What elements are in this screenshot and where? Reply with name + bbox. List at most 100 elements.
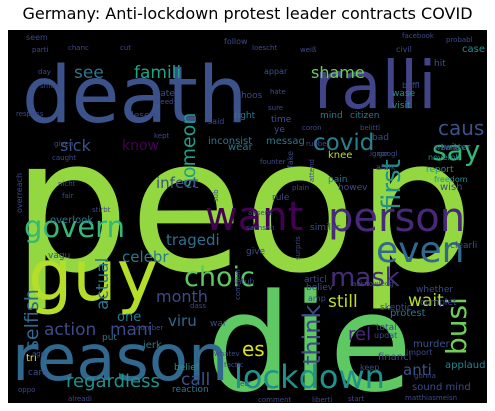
word-surpris: surpris (294, 236, 302, 260)
word-ignor: ignor (370, 150, 388, 158)
word-tragedi: tragedi (166, 231, 220, 249)
word-twitter: twitter (441, 143, 471, 153)
word-matthiasmeisn: matthiasmeisn (405, 394, 457, 402)
word-citizen: citizen (350, 111, 379, 121)
word-tri: tri (26, 353, 37, 364)
word-overreach: overreach (15, 173, 24, 213)
word-vagu: vagu (48, 251, 70, 261)
word-afaik: afaik (376, 163, 396, 172)
word-start: start (348, 395, 365, 403)
word-selfish: selfish (21, 289, 43, 350)
word-protest: protest (390, 308, 426, 319)
word-jerk: jerk (142, 340, 162, 351)
word-care: care (28, 368, 48, 378)
word-chanc: chanc (68, 44, 89, 52)
word-smart: smart (40, 82, 61, 90)
word-knee: knee (328, 150, 352, 161)
word-tactic: tactic (224, 361, 244, 369)
word-someon: someon (178, 113, 200, 188)
word-googl: googl (378, 150, 397, 158)
word-fake: fake (286, 151, 295, 168)
word-case: case (462, 44, 485, 55)
word-rel: rel (348, 324, 371, 345)
word-busi: busi (440, 297, 473, 355)
word-similar: similar (310, 223, 340, 233)
word-messag: messag (266, 136, 305, 147)
word-first: first (377, 159, 407, 210)
word-sick: sick (60, 136, 92, 155)
word-gonna: gonna (414, 372, 436, 380)
word-sub: sub (212, 189, 220, 202)
word-want: want (205, 194, 303, 240)
word-complet: complet (420, 298, 457, 308)
word-fair: fair (62, 192, 74, 200)
word-plain: plain (292, 184, 309, 192)
word-day: day (38, 68, 51, 76)
word-lockdown: lockdown (234, 358, 385, 396)
word-overlook: overlook (50, 215, 93, 226)
word-famili: famili (134, 63, 181, 83)
word-commun: commun (234, 269, 242, 300)
word-war: war (210, 319, 227, 329)
word-die: die (206, 265, 412, 403)
word-intub: intub (234, 277, 255, 286)
word-time: time (271, 115, 292, 125)
word-hate: hate (270, 88, 286, 96)
word-sure: sure (268, 104, 283, 112)
word-liberti: liberti (312, 396, 332, 403)
word-whether: whether (416, 285, 453, 295)
word-celebr: celebr (122, 248, 169, 266)
word-rubbel: rubbel (306, 140, 329, 148)
word-covid: covid (313, 130, 374, 156)
word-appar: appar (264, 67, 288, 76)
word-reason: reason (12, 322, 229, 396)
cloud-background (8, 30, 487, 403)
word-facebook: facebook (402, 32, 435, 40)
word-state: state (152, 89, 175, 99)
word-ralli: ralli (314, 47, 437, 124)
word-month: month (156, 287, 208, 306)
word-etc: etc (240, 380, 251, 388)
word-whatev: whatev (214, 350, 240, 358)
word-hit: hit (434, 59, 446, 69)
word-believ: believ (306, 283, 334, 293)
word-keep: keep (360, 363, 379, 372)
word-said: said (208, 117, 224, 126)
word-give: give (246, 247, 266, 257)
word-bleed: bleed (154, 98, 173, 106)
word-attend: attend (308, 159, 316, 182)
word-cut: cut (120, 44, 131, 52)
word-total: total (376, 323, 397, 333)
word-loescht: loescht (252, 44, 277, 52)
word-skeptic: skeptic (380, 303, 412, 313)
word-civil: civil (396, 45, 412, 54)
word-choic: choic (184, 262, 255, 293)
word-belittl: belittl (360, 124, 380, 132)
word-howev: howev (338, 183, 368, 193)
word-regardless: regardless (66, 371, 160, 392)
word-oppo: oppo (18, 386, 35, 394)
word-know: know (122, 138, 159, 154)
word-acknowledg: acknowledg (352, 280, 394, 288)
word-belief: belief (174, 363, 200, 373)
word-freedom: freedom (434, 175, 468, 184)
word-person: person (328, 195, 465, 241)
word-action: action (44, 320, 96, 340)
word-even: even (376, 230, 464, 271)
word-founter: founter (260, 158, 286, 166)
word-actual: actual (93, 258, 113, 310)
word-deserv: deserv (128, 111, 159, 121)
word-inconsist: inconsist (208, 136, 252, 147)
word-still: still (328, 292, 358, 312)
word-wase: wase (392, 89, 416, 99)
word-pain: pain (328, 175, 347, 185)
word-ye: ye (274, 125, 285, 135)
word-one: one (117, 310, 141, 325)
word-rule: rule (272, 193, 290, 203)
chart-title: Germany: Anti-lockdown protest leader co… (22, 4, 473, 23)
word-financi: financi (378, 352, 411, 363)
word-govern: govern (24, 210, 125, 244)
word-given: given (54, 140, 73, 148)
word-import: import (406, 348, 432, 357)
